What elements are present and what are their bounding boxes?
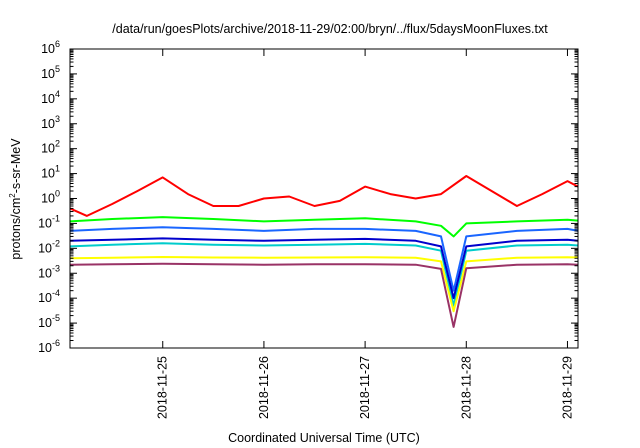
- series-line-3: [69, 226, 579, 292]
- y-axis: 10-6 10-5 10-4 10-3 10-2 10-1 100 101 102 103 104 1…: [38, 39, 578, 355]
- series-line-4: [69, 242, 579, 307]
- y-axis-label: protons/cm2-s-sr-MeV: [8, 138, 23, 260]
- y-tick-label: 10-3: [38, 263, 60, 280]
- y-tick-label: 10-4: [38, 288, 60, 305]
- series-line-1: [69, 175, 579, 217]
- y-tick-label: 101: [41, 164, 60, 181]
- y-tick-label: 103: [41, 114, 60, 131]
- y-tick-label: 102: [41, 139, 60, 156]
- plot-frame: [69, 48, 579, 349]
- y-axis-label-sup: 2: [8, 193, 17, 198]
- series-line-2: [69, 216, 579, 238]
- x-tick-label: 2018-11-29: [560, 356, 574, 419]
- x-tick-label: 2018-11-27: [358, 356, 372, 419]
- series-line-5: [69, 237, 579, 300]
- x-tick-label: 2018-11-28: [459, 356, 473, 419]
- y-tick-label: 10-1: [38, 213, 60, 230]
- y-tick-label: 10-5: [38, 313, 60, 330]
- chart-title: /data/run/goesPlots/archive/2018-11-29/0…: [112, 22, 548, 36]
- y-tick-label: 105: [41, 64, 60, 81]
- x-axis: 2018-11-25 2018-11-26 2018-11-27 2018-11-28…: [156, 49, 574, 419]
- y-tick-label: 104: [41, 89, 60, 106]
- x-tick-label: 2018-11-25: [156, 356, 170, 419]
- x-axis-label: Coordinated Universal Time (UTC): [228, 431, 420, 445]
- y-tick-label: 10-2: [38, 238, 60, 255]
- y-tick-label: 100: [41, 189, 60, 206]
- y-axis-label-base: protons/cm: [9, 198, 23, 260]
- series-line-7: [69, 262, 579, 328]
- y-tick-label: 10-6: [38, 338, 60, 355]
- series-layer: [69, 175, 579, 328]
- series-line-6: [69, 256, 579, 313]
- y-axis-label-rest: -s-sr-MeV: [9, 138, 23, 194]
- x-tick-label: 2018-11-26: [257, 356, 271, 419]
- y-tick-label: 106: [41, 39, 60, 56]
